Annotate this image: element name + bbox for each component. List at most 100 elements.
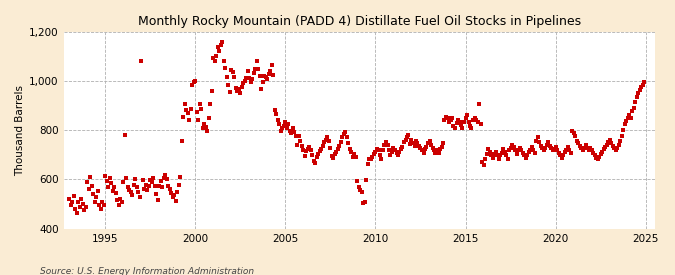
Point xyxy=(289,130,300,134)
Point xyxy=(370,150,381,155)
Point xyxy=(186,106,196,111)
Point xyxy=(229,75,240,79)
Point xyxy=(560,150,570,155)
Point xyxy=(200,124,211,129)
Point xyxy=(608,143,618,148)
Point xyxy=(83,187,94,191)
Point xyxy=(355,188,366,192)
Point xyxy=(597,150,608,154)
Point xyxy=(302,147,313,152)
Point xyxy=(408,141,418,145)
Point xyxy=(267,63,277,67)
Point xyxy=(504,148,514,153)
Point xyxy=(184,118,194,123)
Point xyxy=(470,118,481,122)
Point xyxy=(211,54,221,58)
Point xyxy=(139,187,150,191)
Point xyxy=(637,82,648,87)
Point xyxy=(317,144,328,148)
Point xyxy=(76,197,86,201)
Point xyxy=(304,145,315,149)
Point xyxy=(236,84,247,89)
Point xyxy=(106,181,117,185)
Point xyxy=(543,140,554,144)
Point xyxy=(197,126,208,130)
Point xyxy=(533,135,543,139)
Point xyxy=(153,197,163,202)
Point xyxy=(580,142,591,147)
Point xyxy=(286,131,297,136)
Point xyxy=(113,202,124,207)
Point xyxy=(391,151,402,155)
Point xyxy=(551,148,562,153)
Point xyxy=(316,147,327,152)
Point xyxy=(151,191,161,196)
Point xyxy=(234,87,244,91)
Point xyxy=(636,85,647,89)
Point xyxy=(350,155,361,160)
Point xyxy=(122,185,133,189)
Point xyxy=(420,147,431,152)
Point xyxy=(576,146,587,150)
Point xyxy=(354,185,364,189)
Point xyxy=(594,155,605,159)
Point xyxy=(605,141,616,145)
Point xyxy=(322,135,333,139)
Point xyxy=(275,129,286,133)
Point xyxy=(375,153,385,158)
Point xyxy=(109,185,119,189)
Point xyxy=(582,145,593,150)
Point xyxy=(619,122,630,126)
Point xyxy=(78,208,89,213)
Point xyxy=(546,146,557,150)
Point xyxy=(349,152,360,156)
Point xyxy=(403,133,414,137)
Point xyxy=(97,199,107,204)
Point xyxy=(82,180,92,185)
Point xyxy=(443,119,454,124)
Point xyxy=(313,152,324,156)
Point xyxy=(481,152,492,156)
Point xyxy=(188,80,199,84)
Point xyxy=(73,200,84,204)
Point xyxy=(639,79,650,84)
Point xyxy=(381,140,392,144)
Point xyxy=(306,148,317,153)
Point xyxy=(362,162,373,166)
Point xyxy=(452,118,463,122)
Point xyxy=(442,116,453,121)
Point xyxy=(634,88,645,93)
Point xyxy=(379,142,390,147)
Point xyxy=(435,147,446,152)
Point xyxy=(252,59,263,63)
Point xyxy=(140,183,151,187)
Point xyxy=(409,143,420,148)
Point xyxy=(155,178,166,183)
Point xyxy=(280,119,291,124)
Point xyxy=(535,143,546,148)
Point xyxy=(394,150,405,154)
Point xyxy=(387,150,398,154)
Point xyxy=(628,106,639,110)
Point xyxy=(346,150,357,154)
Point xyxy=(214,49,225,53)
Point xyxy=(436,145,447,149)
Point xyxy=(463,120,474,125)
Point xyxy=(311,155,322,159)
Point xyxy=(227,70,238,74)
Point xyxy=(477,160,487,164)
Point xyxy=(421,145,432,149)
Point xyxy=(583,148,594,153)
Point xyxy=(99,202,109,207)
Point xyxy=(172,190,183,194)
Point xyxy=(292,142,303,147)
Point xyxy=(180,102,190,107)
Point xyxy=(497,147,508,152)
Point xyxy=(283,122,294,126)
Point xyxy=(549,147,560,152)
Point xyxy=(567,129,578,133)
Point xyxy=(300,154,310,158)
Point xyxy=(269,108,280,112)
Point xyxy=(495,153,506,158)
Point xyxy=(564,148,574,152)
